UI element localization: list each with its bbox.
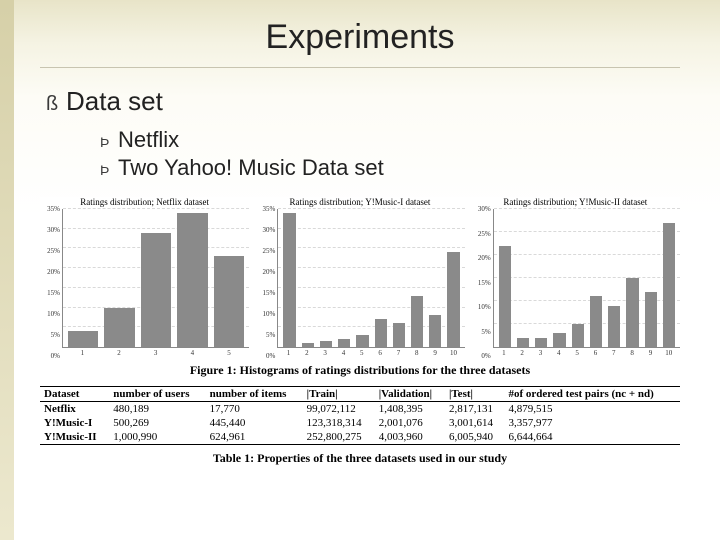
table-cell: 624,961 (206, 430, 303, 445)
bar (517, 338, 529, 347)
bar (645, 292, 657, 347)
chart-title: Ratings distribution; Y!Music-II dataset (471, 197, 680, 207)
bar (535, 338, 547, 347)
table-cell: 6,005,940 (445, 430, 505, 445)
bar (499, 246, 511, 347)
bar (283, 213, 295, 347)
table-cell: 2,001,076 (375, 416, 445, 430)
table-cell: 99,072,112 (303, 402, 375, 417)
table-cell: 1,000,990 (109, 430, 205, 445)
bullet-glyph-2: Þ (100, 134, 118, 150)
bar (320, 341, 332, 347)
bullet-level2-0: Þ Netflix (100, 127, 680, 153)
bar (626, 278, 638, 347)
table-cell: 3,001,614 (445, 416, 505, 430)
plot-area (493, 209, 680, 348)
table-header: |Test| (445, 387, 505, 402)
bar (375, 319, 387, 347)
table-header: number of items (206, 387, 303, 402)
table-caption: Table 1: Properties of the three dataset… (40, 451, 680, 466)
bar (177, 213, 207, 347)
table-cell: 1,408,395 (375, 402, 445, 417)
table-row: Y!Music-II1,000,990624,961252,800,2754,0… (40, 430, 680, 445)
bar (590, 296, 602, 347)
bar (68, 331, 98, 347)
table-cell: 480,189 (109, 402, 205, 417)
bar (393, 323, 405, 347)
y-axis: 0%5%10%15%20%25%30% (471, 209, 493, 357)
bar (302, 343, 314, 347)
chart-1: Ratings distribution; Y!Music-I dataset 0… (255, 197, 464, 357)
table-cell: 500,269 (109, 416, 205, 430)
bar (663, 223, 675, 347)
table-row: Y!Music-I500,269445,440123,318,3142,001,… (40, 416, 680, 430)
table-cell: 4,879,515 (504, 402, 680, 417)
figure-caption: Figure 1: Histograms of ratings distribu… (40, 363, 680, 378)
bullet-level2-text-0: Netflix (118, 127, 179, 153)
bullet-glyph-1: ß (46, 93, 66, 116)
table-cell: 123,318,314 (303, 416, 375, 430)
bar (411, 296, 423, 347)
table-header: Dataset (40, 387, 109, 402)
data-table: Datasetnumber of usersnumber of items|Tr… (40, 386, 680, 445)
table-cell: Netflix (40, 402, 109, 417)
bar (338, 339, 350, 347)
slide-container: Experiments ß Data set Þ Netflix Þ Two Y… (0, 0, 720, 466)
bullet-glyph-2b: Þ (100, 162, 118, 178)
table-row: Netflix480,18917,77099,072,1121,408,3952… (40, 402, 680, 417)
table-cell: 6,644,664 (504, 430, 680, 445)
table-cell: 252,800,275 (303, 430, 375, 445)
chart-0: Ratings distribution; Netflix dataset 0%5… (40, 197, 249, 357)
bar (104, 308, 134, 347)
table-header: number of users (109, 387, 205, 402)
slide-title: Experiments (40, 18, 680, 68)
bar (356, 335, 368, 347)
x-axis: 12345 (62, 348, 249, 357)
y-axis: 0%5%10%15%20%25%30%35% (255, 209, 277, 357)
charts-row: Ratings distribution; Netflix dataset 0%5… (40, 197, 680, 357)
table-header: #of ordered test pairs (nc + nd) (504, 387, 680, 402)
table-cell: 4,003,960 (375, 430, 445, 445)
table-cell: 2,817,131 (445, 402, 505, 417)
bullet-level2-text-1: Two Yahoo! Music Data set (118, 155, 384, 181)
bar (214, 256, 244, 347)
y-axis: 0%5%10%15%20%25%30%35% (40, 209, 62, 357)
plot-area (62, 209, 249, 348)
chart-2: Ratings distribution; Y!Music-II dataset… (471, 197, 680, 357)
bullet-level1: ß Data set (46, 86, 680, 117)
bullet-level1-text: Data set (66, 86, 163, 117)
table-cell: 445,440 (206, 416, 303, 430)
table-header: |Train| (303, 387, 375, 402)
chart-title: Ratings distribution; Netflix dataset (40, 197, 249, 207)
chart-title: Ratings distribution; Y!Music-I dataset (255, 197, 464, 207)
table-header: |Validation| (375, 387, 445, 402)
table-cell: 17,770 (206, 402, 303, 417)
bar (553, 333, 565, 347)
table-cell: Y!Music-I (40, 416, 109, 430)
bar (447, 252, 459, 347)
plot-area (277, 209, 464, 348)
bar (141, 233, 171, 347)
bullet-level2-1: Þ Two Yahoo! Music Data set (100, 155, 680, 181)
table-cell: 3,357,977 (504, 416, 680, 430)
x-axis: 12345678910 (493, 348, 680, 357)
bar (572, 324, 584, 347)
table-cell: Y!Music-II (40, 430, 109, 445)
bar (608, 306, 620, 347)
bar (429, 315, 441, 347)
x-axis: 12345678910 (277, 348, 464, 357)
slide-left-accent (0, 0, 14, 540)
